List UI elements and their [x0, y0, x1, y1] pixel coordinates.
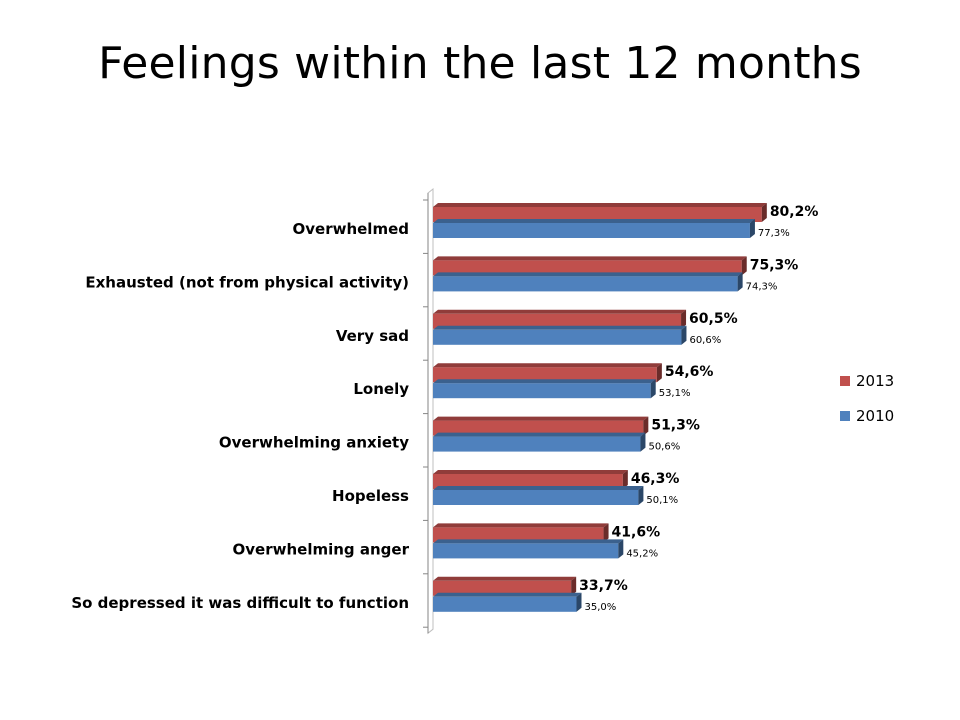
data-label-2010: 50,1%	[646, 495, 678, 506]
bar-2010-top	[433, 272, 743, 276]
bar-2010-top	[433, 326, 686, 330]
bar-2010-top	[433, 379, 656, 383]
bar-2013-top	[433, 310, 686, 314]
bar-2010-top	[433, 219, 755, 223]
data-label-2013: 60,5%	[689, 311, 738, 327]
data-label-2010: 53,1%	[659, 388, 691, 399]
bar-2010-top	[433, 433, 645, 437]
data-label-2010: 77,3%	[758, 228, 790, 239]
slide: Feelings within the last 12 months 80,2%…	[0, 0, 960, 720]
bar-2013-top	[433, 470, 628, 474]
data-label-2013: 54,6%	[665, 364, 714, 380]
bar-2010-front	[433, 223, 750, 238]
legend-label-2013: 2013	[856, 372, 894, 390]
category-label: Overwhelmed	[293, 220, 410, 238]
bar-2013-top	[433, 203, 767, 207]
category-label: Very sad	[336, 327, 409, 345]
data-label-2013: 46,3%	[631, 471, 680, 487]
legend-swatch-2010	[840, 411, 850, 421]
bar-2010-front	[433, 490, 638, 505]
bar-2010-front	[433, 383, 651, 398]
bar-2013-top	[433, 363, 662, 367]
bar-2010-front	[433, 276, 738, 291]
bar-2010-top	[433, 486, 643, 490]
bar-2013-top	[433, 523, 609, 527]
data-label-2010: 60,6%	[689, 335, 721, 346]
bar-2013-top	[433, 256, 747, 260]
data-label-2013: 41,6%	[612, 524, 661, 540]
bar-2010-front	[433, 437, 640, 452]
category-label: So depressed it was difficult to functio…	[71, 594, 409, 612]
bar-2013-top	[433, 577, 576, 581]
category-label: Overwhelming anxiety	[219, 434, 409, 452]
data-label-2013: 51,3%	[651, 418, 700, 434]
category-label: Overwhelming anger	[233, 540, 410, 558]
bar-2010-front	[433, 330, 681, 345]
category-label: Lonely	[353, 380, 409, 398]
data-label-2010: 50,6%	[648, 442, 680, 453]
category-label: Hopeless	[332, 487, 409, 505]
legend-swatch-2013	[840, 376, 850, 386]
category-label: Exhausted (not from physical activity)	[85, 273, 409, 291]
legend-label-2010: 2010	[856, 407, 894, 425]
bar-chart: 80,2% 77,3% Overwhelmed 75,3% 74,3% Exhausted…	[0, 0, 960, 720]
data-label-2010: 74,3%	[746, 281, 778, 292]
bar-2010-top	[433, 539, 623, 543]
axis-wall	[428, 189, 433, 633]
data-label-2013: 80,2%	[770, 204, 819, 220]
data-label-2010: 35,0%	[585, 602, 617, 613]
data-label-2013: 33,7%	[579, 578, 628, 594]
data-label-2010: 45,2%	[626, 548, 658, 559]
bar-2010-top	[433, 593, 582, 597]
bar-2010-front	[433, 543, 618, 558]
data-label-2013: 75,3%	[750, 257, 799, 273]
bar-2010-front	[433, 597, 577, 612]
bar-2013-top	[433, 417, 648, 421]
